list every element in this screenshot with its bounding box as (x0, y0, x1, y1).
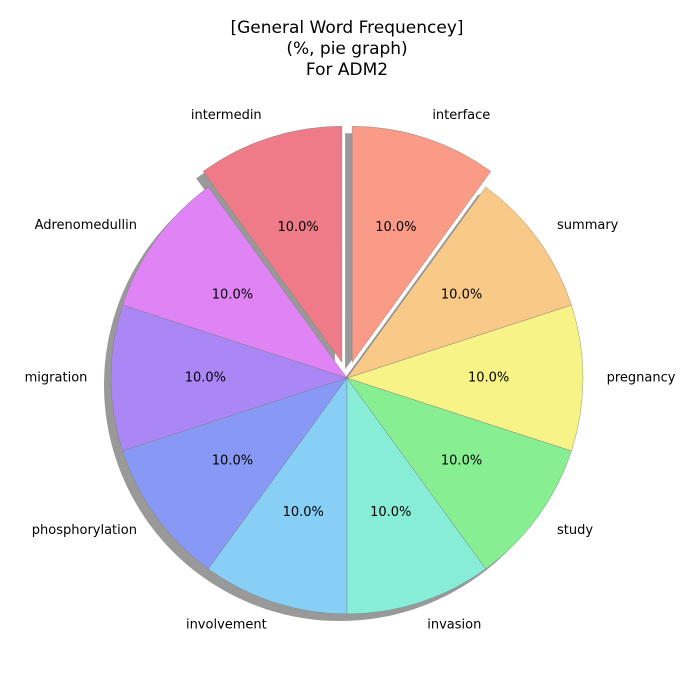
slice-percent-phosphorylation: 10.0% (212, 454, 253, 469)
pie-slice-pregnancy (346, 304, 584, 452)
slice-percent-summary: 10.0% (441, 287, 482, 302)
slice-percent-intermedin: 10.0% (277, 220, 318, 235)
slice-percent-invasion: 10.0% (370, 505, 411, 520)
slice-label-intermedin: intermedin (191, 108, 262, 123)
slice-label-interface: interface (432, 108, 490, 123)
pie-slice-involvement (208, 377, 348, 615)
pie-slices (110, 126, 584, 615)
pie-slice-summary (346, 186, 572, 379)
slice-labels: intermedin 10.0% Adrenomedullin 10.0% migrat… (25, 108, 676, 633)
pie-slice-phosphorylation (122, 377, 348, 570)
chart-title-line-1: [General Word Frequencey] (230, 18, 463, 38)
slice-percent-migration: 10.0% (185, 371, 226, 386)
slice-label-migration: migration (25, 371, 88, 386)
slice-label-invasion: invasion (427, 617, 481, 632)
pie-slice-interface (351, 126, 492, 363)
chart-title-line-3: For ADM2 (306, 60, 388, 80)
chart-title-line-2: (%, pie graph) (286, 39, 407, 59)
pie-slice-migration (110, 304, 348, 452)
slice-percent-study: 10.0% (441, 454, 482, 469)
slice-label-summary: summary (557, 218, 619, 233)
pie-slice-invasion (346, 377, 486, 615)
slice-percent-interface: 10.0% (375, 220, 416, 235)
slice-label-involvement: involvement (186, 617, 267, 632)
chart-title: [General Word Frequencey] (%, pie graph)… (230, 18, 463, 80)
slice-label-adrenomedullin: Adrenomedullin (35, 218, 137, 233)
slice-percent-pregnancy: 10.0% (468, 371, 509, 386)
slice-label-study: study (557, 523, 593, 538)
pie-slice-adrenomedullin (122, 186, 348, 379)
pie-slice-study (346, 377, 572, 570)
slice-label-pregnancy: pregnancy (607, 371, 676, 386)
slice-percent-involvement: 10.0% (283, 505, 324, 520)
slice-percent-adrenomedullin: 10.0% (212, 287, 253, 302)
pie-slice-intermedin (202, 126, 343, 363)
slice-label-phosphorylation: phosphorylation (32, 523, 137, 538)
